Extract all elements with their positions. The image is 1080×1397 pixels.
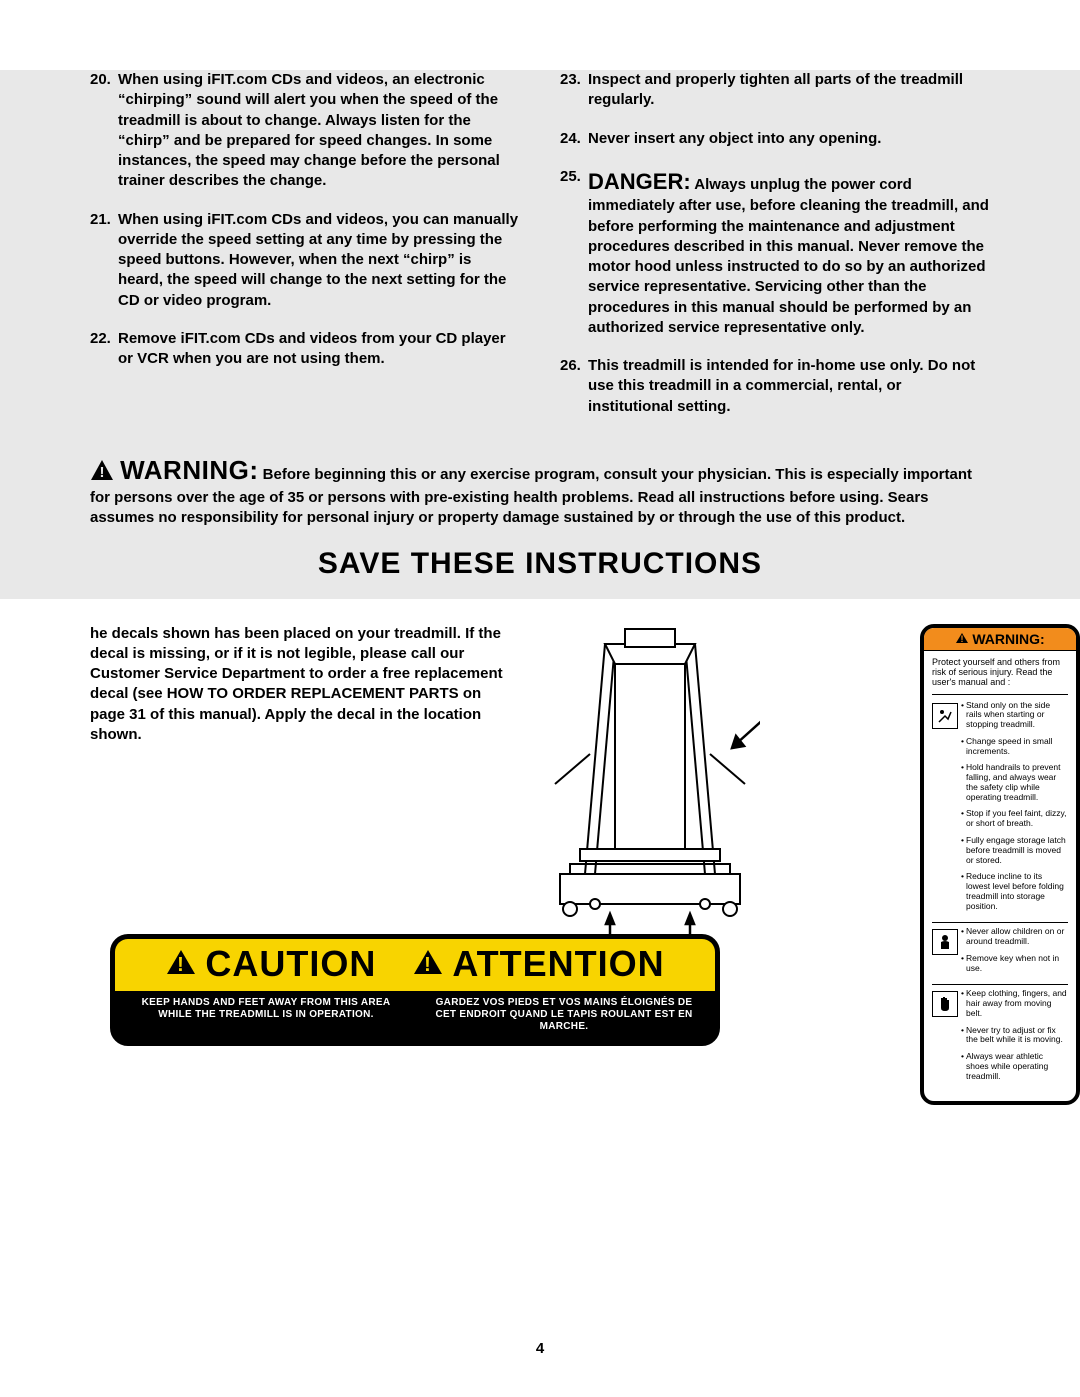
save-instructions-title: SAVE THESE INSTRUCTIONS [0,529,1080,581]
caution-word: CAUTION [205,943,376,985]
instruction-text: When using iFIT.com CDs and videos, an e… [118,70,520,192]
warning-decal-intro: Protect yourself and others from risk of… [932,657,1068,695]
instruction-number: 21. [90,210,118,311]
warning-decal-item: Change speed in small increments. [962,737,1068,757]
instruction-number: 22. [90,329,118,370]
instruction-number: 25. [560,167,588,338]
warning-decal-body: Protect yourself and others from risk of… [924,651,1076,1101]
warning-triangle-icon: ! [165,943,197,985]
slip-icon [932,703,958,729]
warning-decal-list: Keep clothing, fingers, and hair away fr… [962,989,1068,1088]
instruction-item: 22. Remove iFIT.com CDs and videos from … [90,329,520,370]
warning-decal-item: Never try to adjust or fix the belt whil… [962,1026,1068,1046]
warning-triangle-icon: ! [90,459,114,487]
warning-decal-header: ! WARNING: [924,628,1076,651]
instruction-number: 24. [560,129,588,149]
warning-decal-group: Stand only on the side rails when starti… [932,701,1068,919]
warning-decal-list: Stand only on the side rails when starti… [962,701,1068,919]
caution-decal-header: ! CAUTION ! ATTENTION [115,939,715,991]
caution-decal-body: KEEP HANDS AND FEET AWAY FROM THIS AREA … [115,991,715,1041]
instruction-text: Remove iFIT.com CDs and videos from your… [118,329,520,370]
instruction-item: 25. DANGER: Always unplug the power cord… [560,167,990,338]
attention-word: ATTENTION [452,943,664,985]
warning-decal-group: Never allow children on or around treadm… [932,927,1068,980]
page-number: 4 [0,1340,1080,1357]
decal-graphics-area: ! CAUTION ! ATTENTION KEEP HANDS AND FEE… [540,624,990,746]
warning-decal-item: Fully engage storage latch before treadm… [962,836,1068,865]
instruction-number: 20. [90,70,118,192]
caution-body-french: GARDEZ VOS PIEDS ET VOS MAINS ÉLOIGNÉS D… [425,997,703,1033]
instruction-text: DANGER: Always unplug the power cord imm… [588,167,990,338]
instructions-columns: 20. When using iFIT.com CDs and videos, … [0,70,1080,435]
warning-decal-item: Reduce incline to its lowest level befor… [962,872,1068,911]
warning-paragraph: ! WARNING: Before beginning this or any … [0,435,1080,529]
caution-decal: ! CAUTION ! ATTENTION KEEP HANDS AND FEE… [110,934,720,1046]
instruction-text: This treadmill is intended for in-home u… [588,356,990,417]
hand-icon [932,991,958,1017]
warning-triangle-icon: ! [955,631,969,647]
warning-decal-item: Stand only on the side rails when starti… [962,701,1068,730]
danger-word: DANGER: [588,169,691,194]
warning-decal-item: Stop if you feel faint, dizzy, or short … [962,809,1068,829]
warning-decal-header-text: WARNING: [972,631,1044,647]
warning-decal-list: Never allow children on or around treadm… [962,927,1068,980]
caution-body-english: KEEP HANDS AND FEET AWAY FROM THIS AREA … [127,997,405,1033]
svg-text:!: ! [425,954,433,976]
warning-decal-item: Remove key when not in use. [962,954,1068,974]
instructions-right-column: 23. Inspect and properly tighten all par… [560,70,990,435]
instruction-number: 23. [560,70,588,111]
warning-word: WARNING: [120,455,258,485]
instruction-text-span: Always unplug the power cord immediately… [588,176,989,336]
decal-section: he decals shown has been placed on your … [90,624,990,746]
instruction-item: 21. When using iFIT.com CDs and videos, … [90,210,520,311]
warning-decal-item: Always wear athletic shoes while operati… [962,1052,1068,1081]
warning-triangle-icon: ! [412,943,444,985]
manual-page: 20. When using iFIT.com CDs and videos, … [0,0,1080,745]
warning-decal-item: Never allow children on or around treadm… [962,927,1068,947]
treadmill-diagram [540,624,760,934]
instructions-left-column: 20. When using iFIT.com CDs and videos, … [90,70,520,435]
warning-decal-item: Hold handrails to prevent falling, and a… [962,763,1068,802]
svg-text:!: ! [961,634,964,644]
warning-decal-group: Keep clothing, fingers, and hair away fr… [932,989,1068,1088]
instruction-text: Never insert any object into any opening… [588,129,990,149]
gray-instructions-box: 20. When using iFIT.com CDs and videos, … [0,70,1080,599]
instruction-text: Inspect and properly tighten all parts o… [588,70,990,111]
instruction-item: 24. Never insert any object into any ope… [560,129,990,149]
decal-paragraph: he decals shown has been placed on your … [90,624,520,746]
warning-decal-item: Keep clothing, fingers, and hair away fr… [962,989,1068,1018]
child-icon [932,929,958,955]
svg-text:!: ! [178,954,186,976]
instruction-item: 26. This treadmill is intended for in-ho… [560,356,990,417]
instruction-item: 20. When using iFIT.com CDs and videos, … [90,70,520,192]
instruction-number: 26. [560,356,588,417]
warning-decal: ! WARNING: Protect yourself and others f… [920,624,1080,1105]
instruction-text: When using iFIT.com CDs and videos, you … [118,210,520,311]
instruction-item: 23. Inspect and properly tighten all par… [560,70,990,111]
svg-text:!: ! [100,464,105,481]
